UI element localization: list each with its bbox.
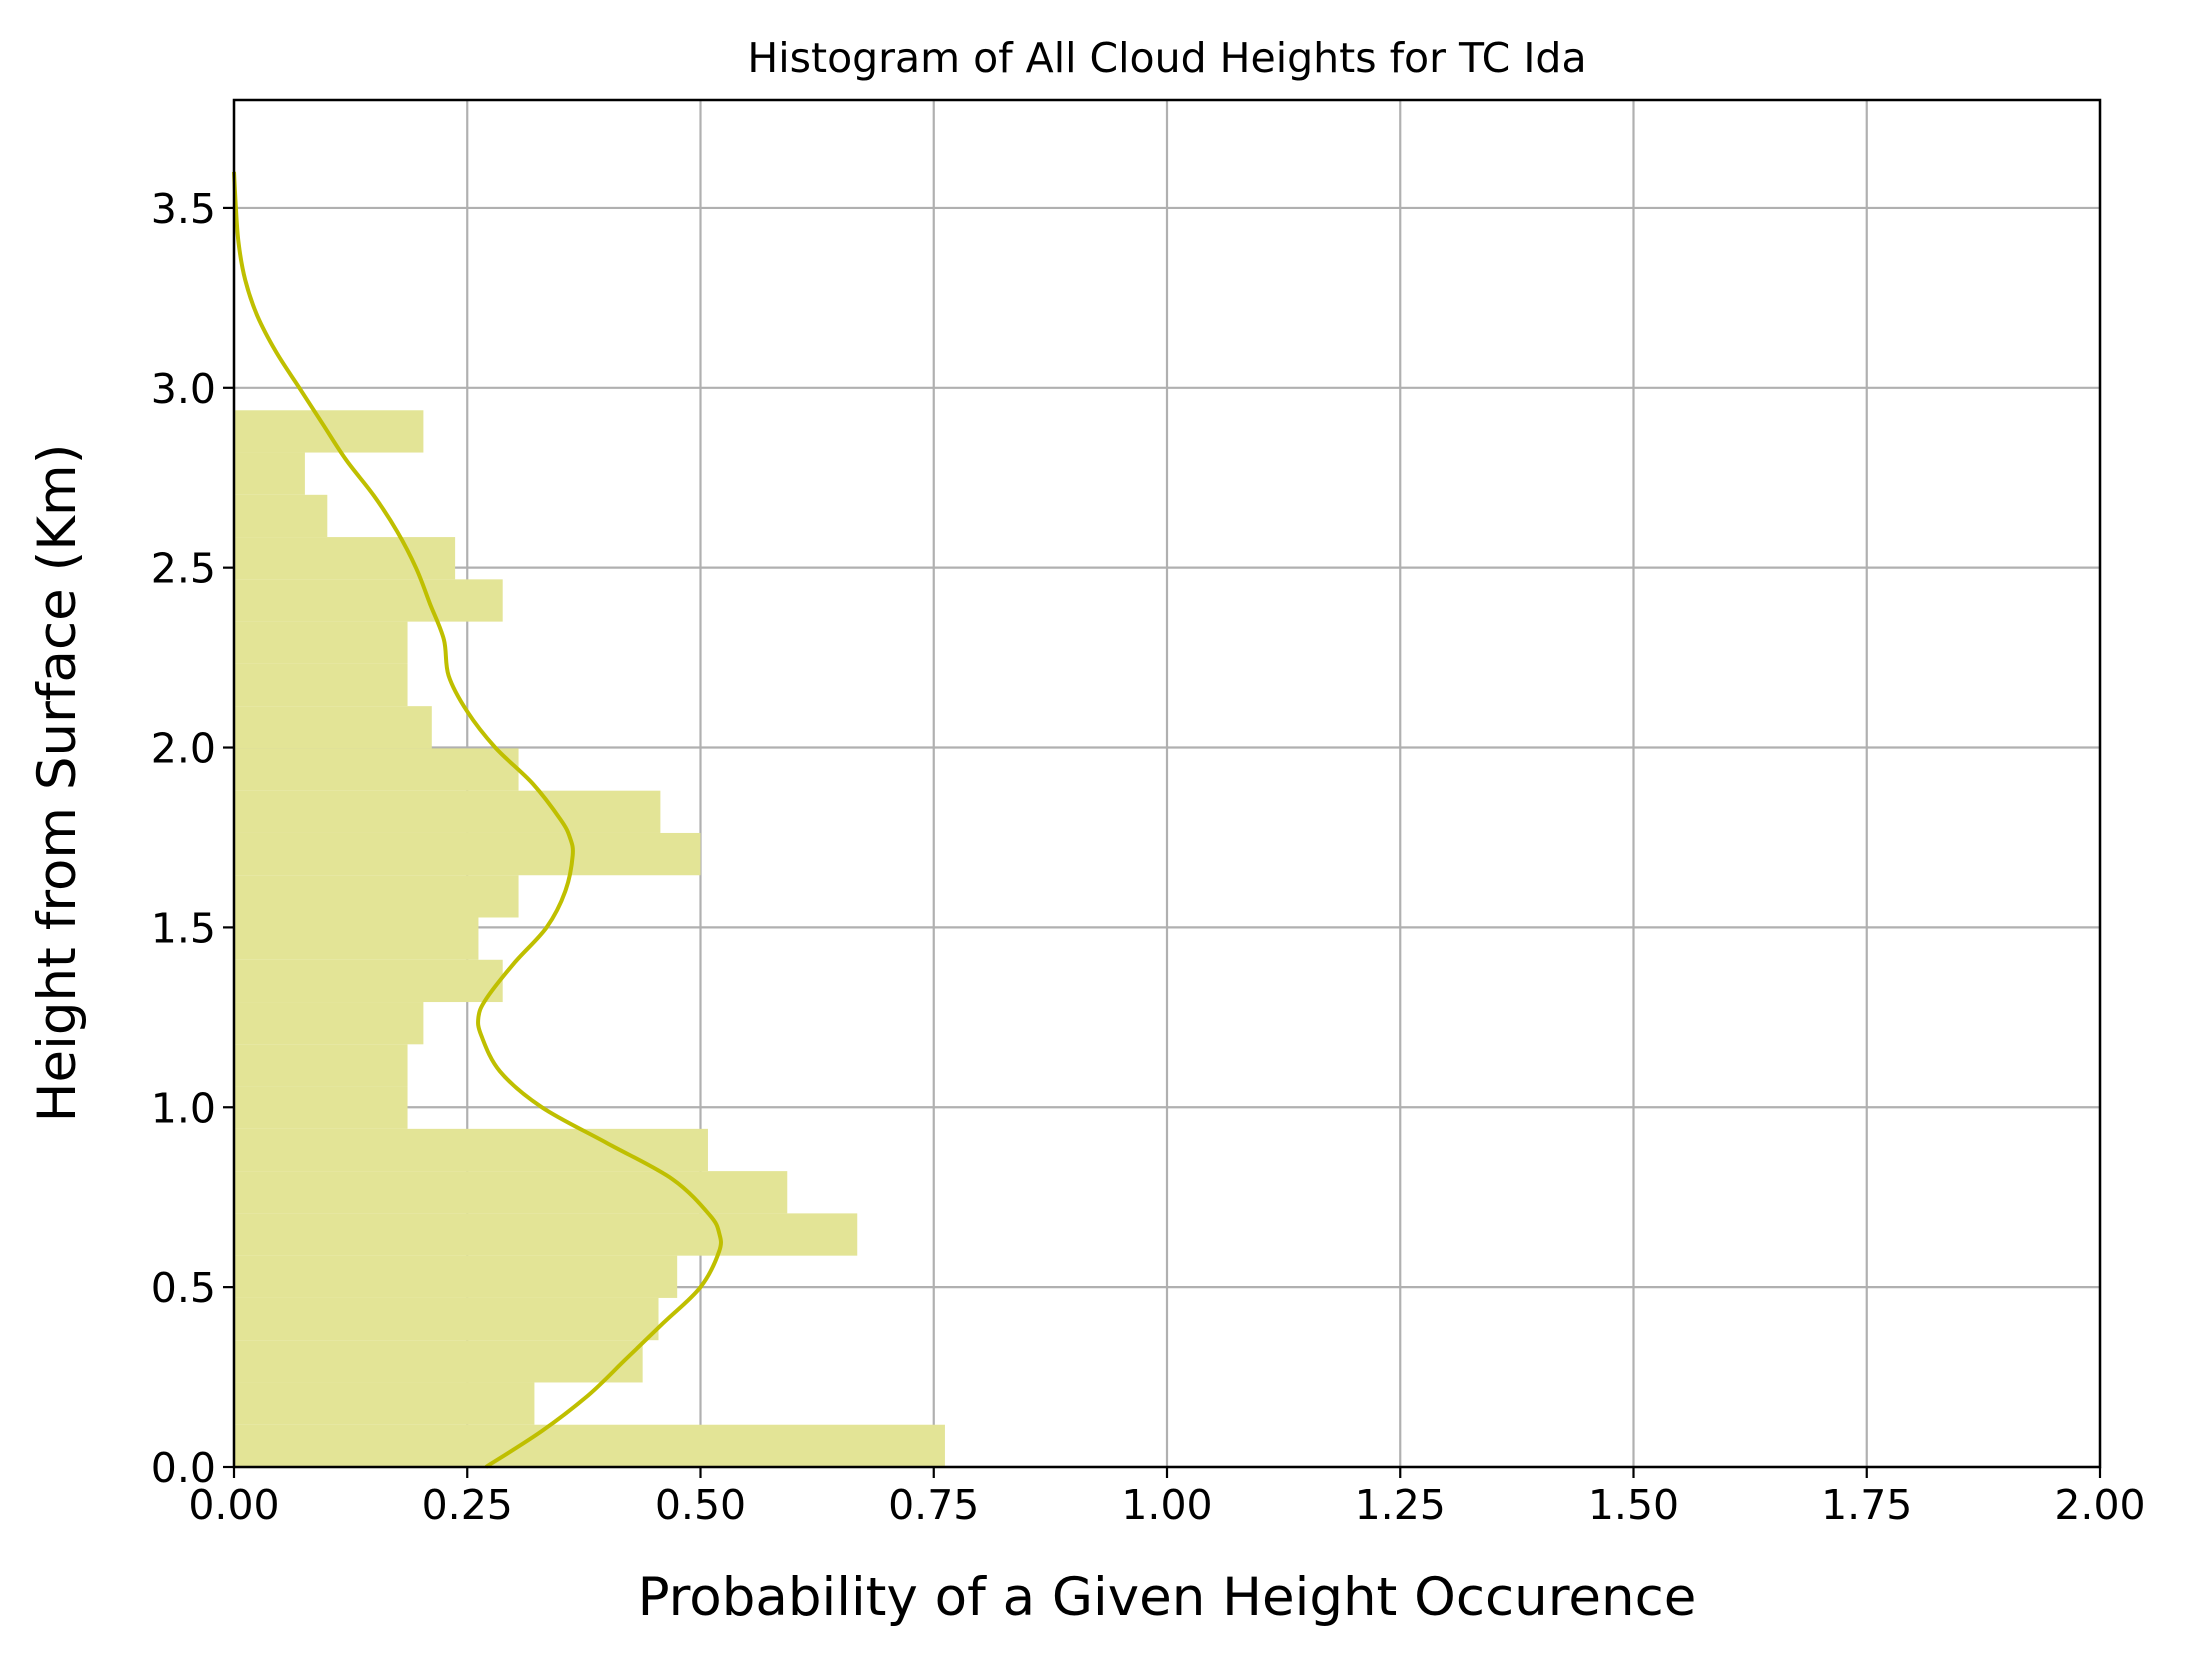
y-tick-label: 1.5 — [151, 904, 216, 952]
histogram-bar — [234, 959, 503, 1003]
histogram-bar — [234, 917, 479, 960]
histogram-bar — [234, 579, 503, 622]
histogram-bar — [234, 1340, 643, 1383]
x-tick-label: 1.25 — [1355, 1481, 1446, 1529]
histogram-bar — [234, 537, 456, 580]
y-ticks-layer: 0.0 0.5 1.0 1.5 2.0 2.5 3.0 3.5 — [151, 185, 234, 1492]
histogram-bar — [234, 832, 701, 876]
y-tick-label: 3.0 — [151, 365, 216, 413]
kde-curve — [232, 171, 723, 1469]
histogram-bar — [234, 706, 432, 749]
histogram-bar — [234, 790, 661, 833]
histogram-bar — [234, 1044, 408, 1087]
x-axis-label: Probability of a Given Height Occurence — [638, 1567, 1697, 1628]
histogram-bar — [234, 494, 328, 538]
y-tick-label: 2.0 — [151, 725, 216, 773]
histogram-bar — [234, 875, 519, 918]
histogram-bar — [234, 748, 519, 791]
histogram-bar — [234, 1002, 424, 1045]
histogram-bar — [234, 452, 305, 495]
y-axis-label: Height from Surface (Km) — [27, 444, 88, 1123]
x-tick-label: 2.00 — [2054, 1481, 2145, 1529]
histogram-bar — [234, 663, 408, 707]
x-tick-label: 0.00 — [188, 1481, 279, 1529]
x-ticks-layer: 0.00 0.25 0.50 0.75 1.00 1.25 1.50 1.75 2.00 — [188, 1467, 2146, 1529]
histogram-bar — [234, 1213, 858, 1256]
x-tick-label: 1.00 — [1121, 1481, 1212, 1529]
x-tick-label: 1.50 — [1588, 1481, 1679, 1529]
y-tick-label: 0.5 — [151, 1264, 216, 1312]
histogram-bar — [234, 1382, 535, 1425]
histogram-bar — [234, 1297, 659, 1341]
histogram-bar — [234, 1255, 678, 1298]
histogram-bar — [234, 621, 408, 664]
y-tick-label: 1.0 — [151, 1084, 216, 1132]
histogram-bar — [234, 1424, 945, 1467]
histogram-bar — [234, 1171, 788, 1214]
histogram-bar — [234, 1086, 408, 1129]
histogram-bar — [234, 1128, 708, 1172]
x-tick-label: 0.50 — [655, 1481, 746, 1529]
y-tick-label: 3.5 — [151, 185, 216, 233]
kde-layer — [232, 171, 723, 1469]
y-tick-label: 2.5 — [151, 545, 216, 593]
x-tick-label: 0.75 — [888, 1481, 979, 1529]
chart-title: Histogram of All Cloud Heights for TC Id… — [747, 34, 1586, 82]
bars-layer — [234, 410, 945, 1467]
y-tick-label: 0.0 — [151, 1444, 216, 1492]
x-tick-label: 0.25 — [422, 1481, 513, 1529]
x-tick-label: 1.75 — [1821, 1481, 1912, 1529]
